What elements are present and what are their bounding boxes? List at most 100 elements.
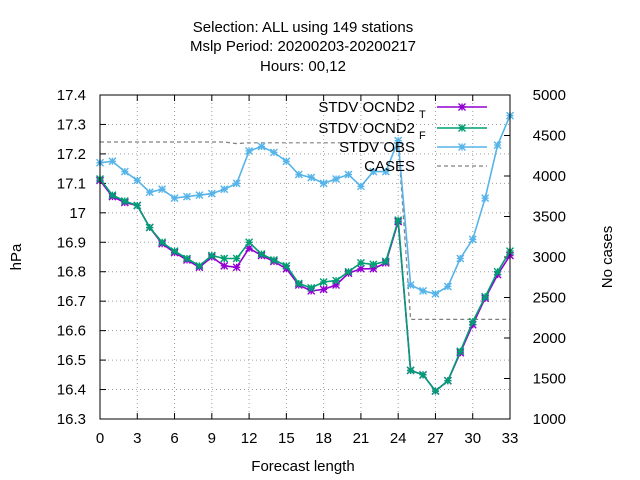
x-tick-label: 12 [241, 430, 258, 447]
legend-subscript-stdv-ocnd2-t: T [419, 109, 426, 121]
data-point-stdv-obs [232, 179, 241, 188]
data-point-stdv-ocnd2-f [282, 261, 291, 270]
series-line-stdv-ocnd2-f [99, 178, 511, 393]
data-point-stdv-obs [319, 179, 328, 188]
y-axis-ticks: 16.3 16.4 16.5 16.6 16.7 16.8 16.9 17 17.1 17.2 17… [57, 87, 106, 428]
data-point-stdv-obs [381, 167, 390, 176]
data-point-stdv-ocnd2-f [170, 247, 179, 256]
data-point-stdv-obs [344, 170, 353, 179]
x-tick-label: 9 [208, 430, 216, 447]
data-point-stdv-ocnd2-f [307, 283, 316, 292]
data-point-stdv-obs [356, 182, 365, 191]
x-tick-label: 6 [170, 430, 178, 447]
legend-marker-stdv-ocnd2-f [458, 124, 466, 132]
y-tick-label: 16.7 [57, 293, 86, 310]
data-point-stdv-obs [332, 174, 341, 183]
data-point-stdv-obs [419, 286, 428, 295]
data-point-stdv-ocnd2-f [195, 261, 204, 270]
x-tick-label: 27 [427, 430, 444, 447]
y2-tick-label: 1500 [533, 371, 566, 388]
data-point-stdv-ocnd2-f [207, 251, 216, 260]
y2-tick-label: 4000 [533, 168, 566, 185]
x-tick-label: 15 [278, 430, 295, 447]
x-tick-label: 3 [133, 430, 141, 447]
data-point-stdv-obs [133, 176, 142, 185]
data-point-stdv-obs [120, 167, 129, 176]
y2-axis-ticks: 1000 1500 2000 2500 3000 3500 4000 4500 5000 [504, 87, 566, 428]
y-tick-label: 17 [69, 205, 86, 222]
y-tick-label: 16.9 [57, 234, 86, 251]
x-axis-label: Forecast length [251, 458, 354, 475]
data-point-stdv-obs [158, 185, 167, 194]
data-point-stdv-ocnd2-f [332, 276, 341, 285]
data-point-stdv-obs [207, 189, 216, 198]
data-point-stdv-obs [431, 289, 440, 298]
x-tick-label: 18 [315, 430, 332, 447]
plot-frame [99, 94, 511, 420]
data-point-stdv-ocnd2-f [406, 366, 415, 375]
y2-axis-label: No cases [599, 226, 616, 289]
chart-title-line-1: Selection: ALL using 149 stations [193, 19, 413, 36]
series-lines [96, 111, 514, 396]
data-point-stdv-ocnd2-t [232, 263, 241, 272]
x-tick-label: 24 [390, 430, 407, 447]
data-point-stdv-ocnd2-f [232, 254, 241, 263]
data-point-stdv-obs [220, 185, 229, 194]
chart-title-line-2: Mslp Period: 20200203-20200217 [190, 38, 416, 55]
legend-subscript-stdv-ocnd2-f: F [419, 130, 426, 142]
data-point-stdv-ocnd2-f [269, 255, 278, 264]
data-point-stdv-obs [145, 188, 154, 197]
data-point-stdv-ocnd2-f [108, 191, 117, 200]
data-point-stdv-ocnd2-f [220, 254, 229, 263]
data-point-stdv-obs [468, 235, 477, 244]
data-point-stdv-obs [481, 194, 490, 203]
y2-tick-label: 2000 [533, 330, 566, 347]
series-line-stdv-obs [99, 115, 511, 295]
data-point-stdv-ocnd2-f [481, 292, 490, 301]
legend: STDV OCND2 T STDV OCND2 F STDV OBS CASES [318, 99, 487, 175]
data-point-stdv-obs [170, 194, 179, 203]
data-point-stdv-ocnd2-f [294, 279, 303, 288]
data-point-stdv-obs [406, 280, 415, 289]
data-point-stdv-obs [182, 192, 191, 201]
data-point-stdv-ocnd2-f [120, 197, 129, 206]
x-axis-ticks: 0 3 6 9 12 15 18 21 24 27 30 33 [96, 95, 518, 447]
data-point-stdv-ocnd2-f [468, 317, 477, 326]
x-tick-label: 30 [464, 430, 481, 447]
data-point-stdv-obs [369, 167, 378, 176]
data-point-stdv-ocnd2-f [394, 216, 403, 225]
data-point-stdv-obs [257, 142, 266, 151]
y2-tick-label: 3000 [533, 249, 566, 266]
chart-title-line-3: Hours: 00,12 [260, 58, 346, 75]
data-point-stdv-obs [456, 254, 465, 263]
y-tick-label: 16.8 [57, 264, 86, 281]
data-point-stdv-ocnd2-f [245, 238, 254, 247]
data-point-stdv-obs [307, 173, 316, 182]
data-point-stdv-ocnd2-f [381, 257, 390, 266]
y-tick-label: 17.2 [57, 146, 86, 163]
data-point-stdv-obs [394, 136, 403, 145]
y-tick-label: 16.3 [57, 411, 86, 428]
data-point-stdv-obs [282, 157, 291, 166]
y2-tick-label: 5000 [533, 87, 566, 104]
y-axis-label: hPa [8, 243, 25, 270]
y2-tick-label: 1000 [533, 411, 566, 428]
data-point-stdv-obs [493, 141, 502, 150]
data-point-stdv-ocnd2-f [369, 260, 378, 269]
y-tick-label: 16.4 [57, 382, 86, 399]
y2-tick-label: 4500 [533, 128, 566, 145]
y-tick-label: 17.4 [57, 87, 86, 104]
data-point-stdv-ocnd2-f [158, 238, 167, 247]
y2-tick-label: 3500 [533, 209, 566, 226]
legend-label-stdv-ocnd2-t: STDV OCND2 [318, 99, 415, 116]
x-tick-label: 0 [96, 430, 104, 447]
data-point-stdv-ocnd2-f [356, 258, 365, 267]
data-point-stdv-obs [443, 282, 452, 291]
y-tick-label: 17.3 [57, 116, 86, 133]
data-point-stdv-ocnd2-f [493, 267, 502, 276]
data-point-stdv-ocnd2-f [443, 376, 452, 385]
legend-label-cases: CASES [364, 158, 415, 175]
data-point-stdv-obs [269, 148, 278, 157]
grid [100, 95, 510, 419]
